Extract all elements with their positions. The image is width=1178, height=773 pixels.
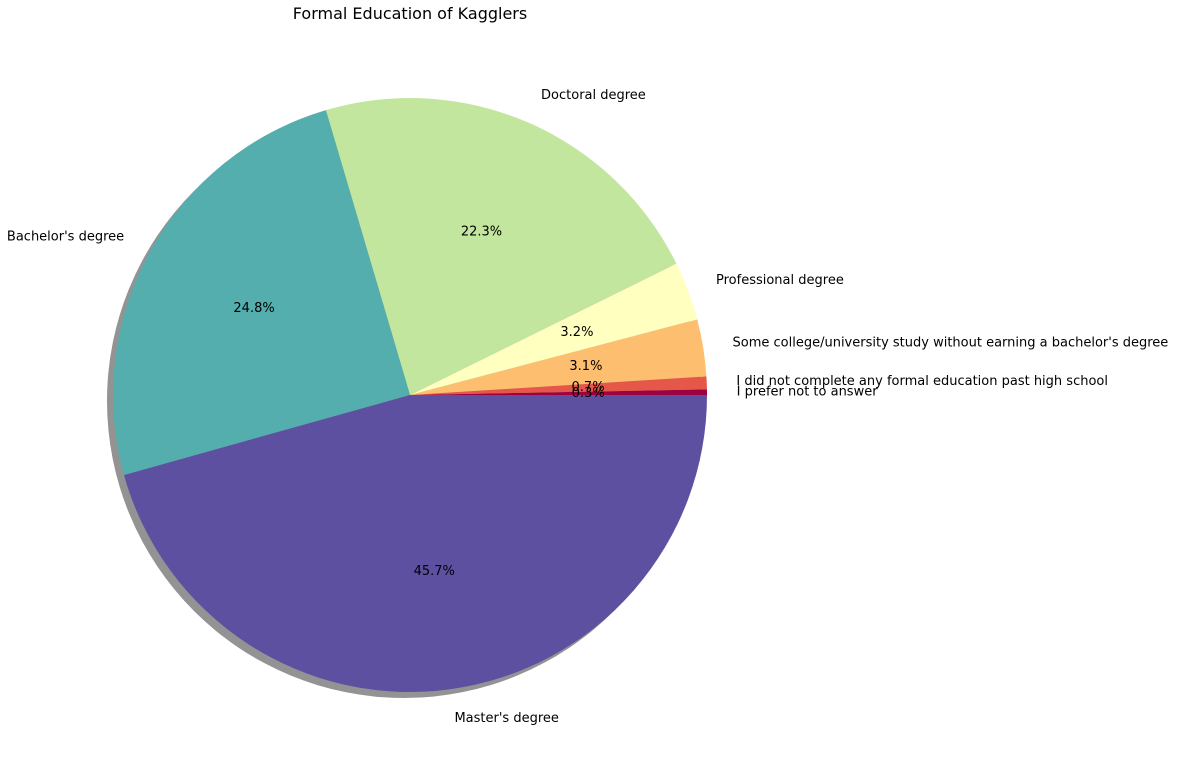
pie-slice-doctoral-degree [325, 98, 677, 396]
pie-slice-bachelor-s-degree [113, 110, 410, 476]
pie-slice-i-prefer-not-to-answer [410, 389, 707, 395]
pie-slice-some-college-university-study-without-earning-a-bachelor-s-degree [410, 319, 707, 395]
pie-percent-label: 0.3% [572, 386, 605, 401]
pie-category-label: Master's degree [454, 711, 558, 726]
pie-percent-label: 3.1% [569, 359, 602, 374]
pie-category-label: I prefer not to answer [737, 384, 879, 399]
pie-percent-label: 22.3% [461, 224, 502, 239]
pie-percent-labels: 0.3%0.7% 3.1% 3.2% 22.3% 24.8% 45.7% [233, 224, 604, 579]
pie-category-label: Professional degree [716, 273, 844, 288]
pie-percent-label: 0.7% [572, 380, 605, 395]
pie-slice-master-s-degree [124, 395, 708, 692]
pie-category-label: Doctoral degree [541, 88, 646, 103]
pie-slice-i-did-not-complete-any-formal-education-past-high-school [410, 376, 707, 395]
pie-percent-label: 45.7% [414, 564, 455, 579]
pie-category-label: Some college/university study without ea… [733, 335, 1169, 350]
pie-percent-label: 24.8% [233, 301, 274, 316]
chart-title: Formal Education of Kagglers [293, 4, 527, 23]
pie-slice-professional-degree [410, 263, 698, 395]
pie-percent-label: 3.2% [560, 325, 593, 340]
pie-slices [113, 98, 708, 692]
pie-category-label: I did not complete any formal education … [736, 374, 1108, 389]
pie-category-label: Bachelor's degree [7, 229, 124, 244]
